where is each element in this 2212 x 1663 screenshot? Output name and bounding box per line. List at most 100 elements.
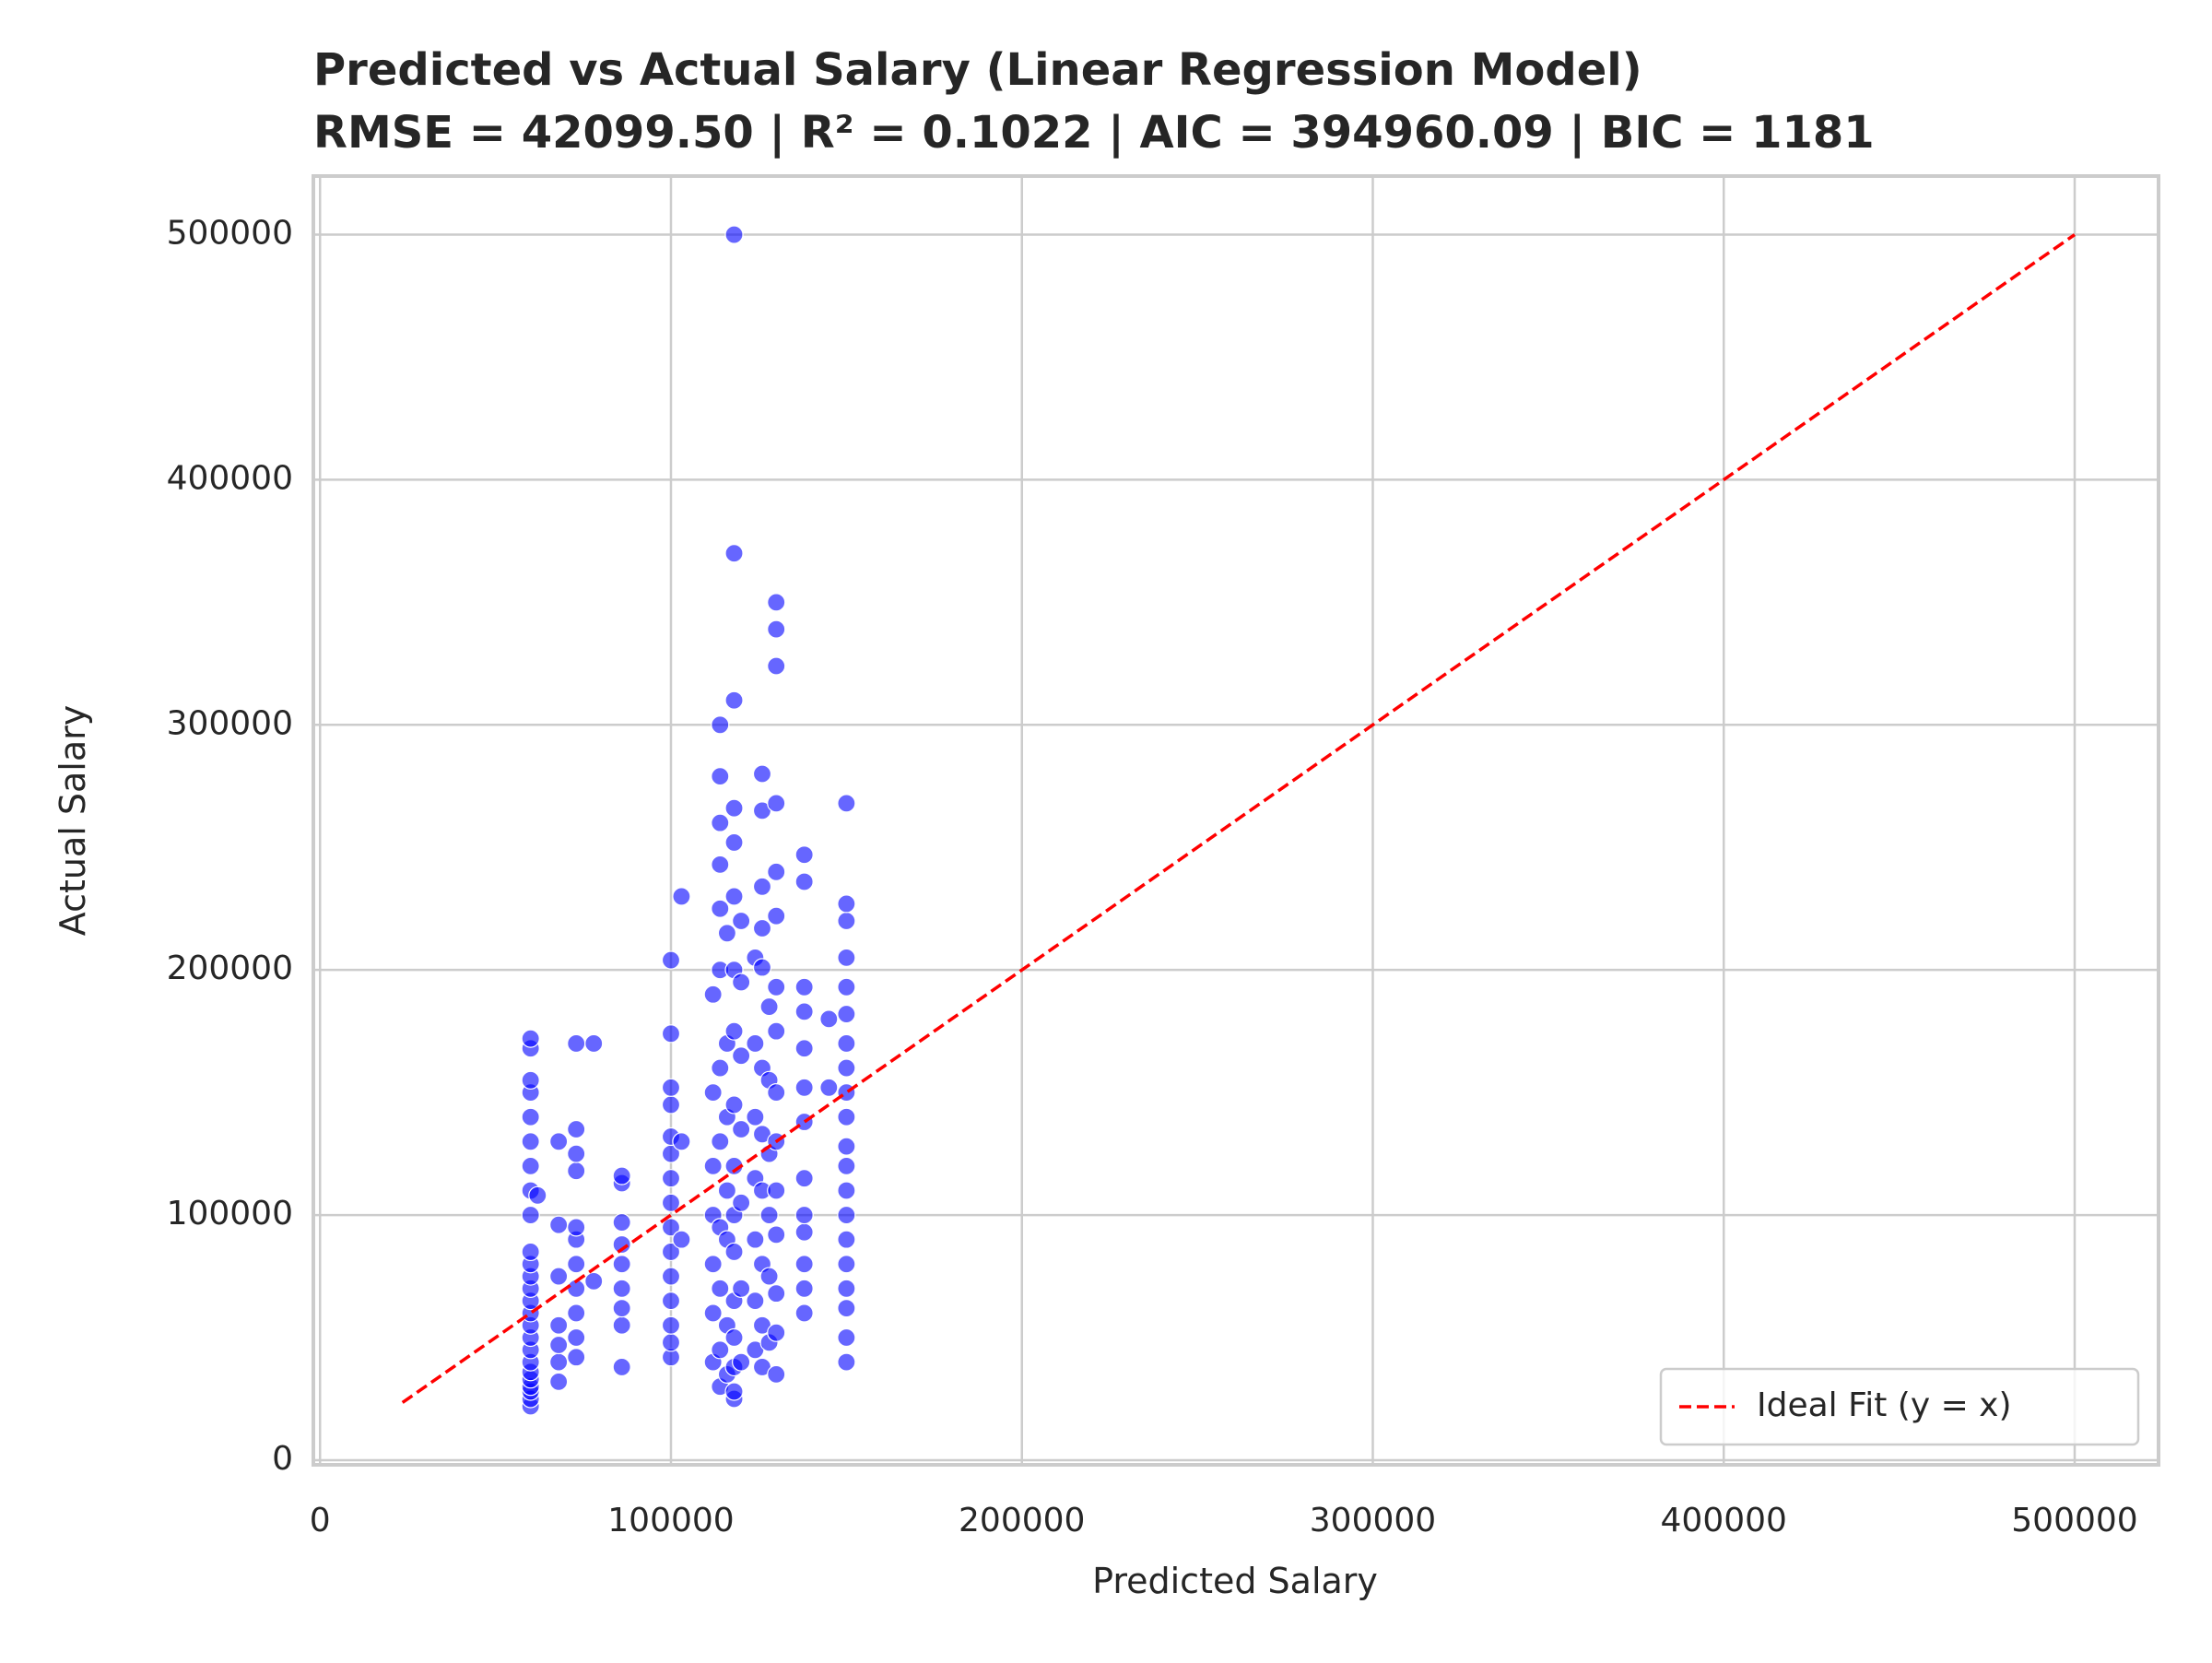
point — [837, 1352, 856, 1372]
point — [549, 1315, 569, 1335]
point — [724, 225, 744, 244]
point — [672, 1230, 691, 1249]
point — [711, 899, 730, 918]
point — [767, 593, 786, 612]
point — [521, 1132, 540, 1151]
point — [612, 1279, 631, 1298]
point — [549, 1372, 569, 1391]
point — [837, 1299, 856, 1318]
point — [794, 1279, 814, 1298]
point — [794, 1255, 814, 1274]
point — [732, 1193, 751, 1212]
point — [549, 1352, 569, 1372]
point — [584, 1271, 604, 1291]
point — [672, 887, 691, 906]
point — [612, 1234, 631, 1255]
plot-frame — [312, 174, 2160, 1467]
point — [724, 832, 744, 853]
point — [746, 1230, 765, 1249]
point — [837, 1230, 856, 1249]
point — [717, 924, 737, 943]
point — [661, 1315, 681, 1335]
point — [521, 1070, 540, 1090]
point — [584, 1033, 604, 1054]
point — [819, 1009, 839, 1029]
point — [732, 1046, 751, 1066]
point — [724, 1242, 744, 1262]
y-tick-label: 200000 — [167, 949, 293, 987]
point — [767, 1364, 786, 1384]
point — [794, 1039, 814, 1058]
point — [703, 985, 723, 1004]
point — [661, 1333, 681, 1352]
point — [711, 813, 730, 832]
x-tick-label: 100000 — [607, 1502, 734, 1539]
legend-box — [1659, 1367, 2140, 1446]
point — [567, 1119, 586, 1139]
point — [567, 1218, 586, 1237]
y-axis-label: Actual Salary — [53, 705, 93, 937]
point — [612, 1357, 631, 1377]
point — [746, 1033, 765, 1054]
point — [837, 1156, 856, 1175]
point — [724, 1095, 744, 1115]
line — [401, 233, 2077, 1404]
point — [837, 1327, 856, 1348]
point — [549, 1215, 569, 1234]
y-tick-label: 400000 — [167, 459, 293, 497]
point — [767, 619, 786, 639]
x-axis-label: Predicted Salary — [1092, 1561, 1378, 1601]
point — [612, 1166, 631, 1185]
point — [752, 877, 772, 896]
point — [767, 1284, 786, 1303]
point — [837, 1255, 856, 1274]
point — [767, 1021, 786, 1041]
point — [549, 1335, 569, 1355]
legend: Ideal Fit (y = x) — [1659, 1367, 2140, 1446]
point — [794, 1002, 814, 1021]
point — [837, 1205, 856, 1225]
x-tick-label: 200000 — [959, 1502, 1085, 1539]
point — [711, 715, 730, 735]
point — [837, 1279, 856, 1298]
point — [767, 1083, 786, 1103]
point — [767, 862, 786, 881]
point — [767, 1181, 786, 1200]
point — [612, 1315, 631, 1335]
point — [837, 1058, 856, 1078]
point — [837, 1107, 856, 1126]
point — [767, 656, 786, 676]
point — [767, 1323, 786, 1342]
point — [724, 1021, 744, 1041]
point — [794, 1169, 814, 1188]
point — [661, 950, 681, 970]
point — [794, 1205, 814, 1225]
x-tick-label: 500000 — [2011, 1502, 2137, 1539]
point — [703, 1083, 723, 1103]
point — [567, 1327, 586, 1348]
point — [661, 1291, 681, 1311]
point — [837, 977, 856, 997]
y-tick-label: 0 — [272, 1440, 293, 1478]
point — [661, 1267, 681, 1286]
point — [794, 872, 814, 891]
point — [724, 544, 744, 563]
point — [732, 1119, 751, 1139]
point — [521, 1205, 540, 1225]
point — [549, 1267, 569, 1286]
point — [711, 767, 730, 786]
point — [767, 906, 786, 926]
point — [837, 794, 856, 813]
chart-title: Predicted vs Actual Salary (Linear Regre… — [313, 44, 1642, 96]
point — [521, 1242, 540, 1262]
point — [612, 1255, 631, 1274]
point — [746, 1107, 765, 1126]
legend-label: Ideal Fit (y = x) — [1757, 1386, 2012, 1424]
point — [521, 1156, 540, 1175]
point — [717, 1181, 737, 1200]
point — [567, 1303, 586, 1323]
point — [724, 887, 744, 906]
point — [732, 911, 751, 931]
point — [752, 764, 772, 784]
